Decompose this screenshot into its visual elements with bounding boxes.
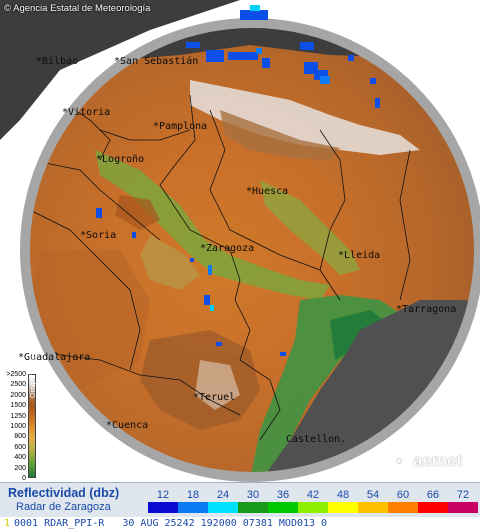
city-labels: *Bilbao *San Sebastián *Vitoria *Pamplon… bbox=[18, 55, 456, 445]
status-prefix: 1 bbox=[4, 518, 11, 529]
scale-label: 54 bbox=[366, 489, 380, 501]
elevation-tick: 1000 bbox=[10, 423, 26, 430]
scale-label: 72 bbox=[456, 489, 470, 501]
scale-label: 24 bbox=[216, 489, 230, 501]
scale-label: 18 bbox=[186, 489, 200, 501]
scale-color-box bbox=[178, 502, 208, 513]
aemet-logo-text: aemet bbox=[413, 451, 463, 470]
city-tarragona: *Tarragona bbox=[396, 304, 456, 315]
status-line: 1 0001 RDAR_PPI-R 30 AUG 25242 192000 073… bbox=[0, 517, 480, 531]
scale-color-box bbox=[328, 502, 358, 513]
elevation-tick: 1500 bbox=[10, 402, 26, 410]
scale-color-box bbox=[238, 502, 268, 513]
elevation-tick: 2500 bbox=[10, 381, 26, 389]
scale-color-box bbox=[448, 502, 478, 513]
city-san-sebastian: *San Sebastián bbox=[114, 55, 198, 67]
elevation-tick: 0 bbox=[22, 475, 26, 482]
city-vitoria: *Vitoria bbox=[62, 107, 110, 118]
scale-label: 60 bbox=[396, 489, 410, 501]
scale-label: 42 bbox=[306, 489, 320, 501]
elevation-title: Orografía (m) bbox=[30, 355, 37, 398]
scale-color-box bbox=[358, 502, 388, 513]
city-huesca: *Huesca bbox=[246, 186, 288, 197]
elevation-tick: 800 bbox=[14, 433, 26, 441]
scale-color-box bbox=[388, 502, 418, 513]
radar-name: Radar de Zaragoza bbox=[16, 501, 111, 513]
region-borders bbox=[30, 94, 411, 441]
elevation-tick: >2500 bbox=[6, 371, 26, 378]
reflectivity-scale: 12 18 24 30 36 42 48 54 60 66 72 bbox=[148, 487, 478, 513]
scale-label: 66 bbox=[426, 489, 440, 501]
city-cuenca: *Cuenca bbox=[106, 420, 148, 431]
radar-map: *Bilbao *San Sebastián *Vitoria *Pamplon… bbox=[0, 0, 480, 482]
scale-color-box bbox=[418, 502, 448, 513]
city-pamplona: *Pamplona bbox=[153, 121, 207, 132]
terrain-radar-image: *Bilbao *San Sebastián *Vitoria *Pamplon… bbox=[0, 0, 480, 482]
scale-label: 30 bbox=[246, 489, 260, 501]
city-soria: *Soria bbox=[80, 230, 116, 241]
status-text: 0001 RDAR_PPI-R 30 AUG 25242 192000 0738… bbox=[14, 518, 328, 529]
city-logrono: *Logroño bbox=[96, 154, 144, 165]
legend-footer: Reflectividad (dbz) Radar de Zaragoza 12… bbox=[0, 482, 480, 531]
city-teruel: *Teruel bbox=[193, 392, 235, 403]
scale-label: 48 bbox=[336, 489, 350, 501]
elevation-tick: 2000 bbox=[10, 391, 26, 399]
city-lleida: *Lleida bbox=[338, 250, 380, 261]
elevation-tick: 600 bbox=[14, 443, 26, 451]
scale-color-box bbox=[298, 502, 328, 513]
scale-label: 36 bbox=[276, 489, 290, 501]
elevation-tick: 1250 bbox=[10, 412, 26, 420]
aemet-logo: aemet bbox=[388, 448, 478, 474]
elevation-color-bar bbox=[28, 374, 36, 478]
city-guadalajara: *Guadalajara bbox=[18, 352, 90, 363]
city-bilbao: *Bilbao bbox=[36, 56, 78, 67]
reflectivity-title: Reflectividad (dbz) bbox=[8, 486, 120, 500]
copyright-text: © Agencia Estatal de Meteorología bbox=[4, 3, 151, 14]
scale-color-box bbox=[208, 502, 238, 513]
elevation-tick: 400 bbox=[14, 454, 26, 462]
radar-echoes bbox=[96, 5, 380, 356]
elevation-tick: 200 bbox=[14, 464, 26, 472]
city-zaragoza: *Zaragoza bbox=[200, 243, 254, 254]
scale-label: 12 bbox=[156, 489, 170, 501]
scale-color-box bbox=[268, 502, 298, 513]
city-castellon: Castellon. bbox=[286, 434, 346, 445]
aemet-logo-icon bbox=[389, 454, 409, 468]
elevation-legend: >2500 2500 2000 1500 1250 1000 800 600 400 200 0 O… bbox=[0, 356, 46, 482]
scale-color-box bbox=[148, 502, 178, 513]
